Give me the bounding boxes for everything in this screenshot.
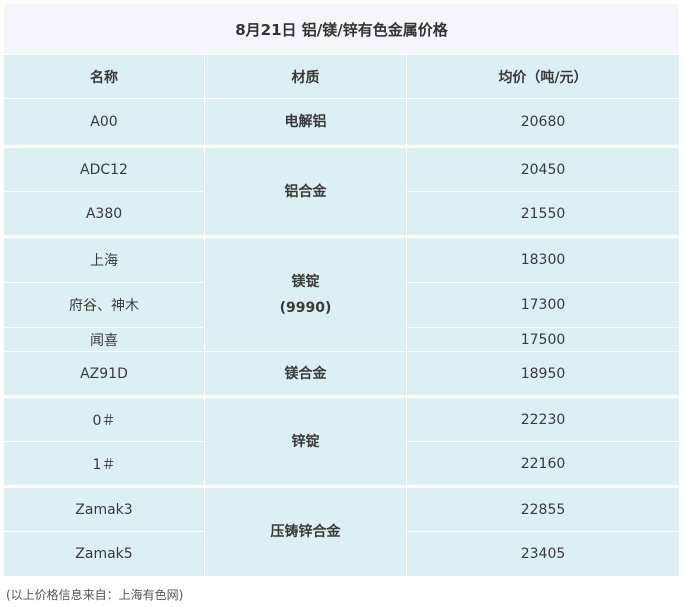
cell-name: 闻喜 xyxy=(3,327,205,352)
source-note: (以上价格信息来自：上海有色网) xyxy=(6,588,184,602)
cell-price: 21550 xyxy=(406,191,680,237)
cell-name: 0＃ xyxy=(3,395,205,442)
header-price: 均价（吨/元） xyxy=(406,54,680,99)
cell-name: 上海 xyxy=(3,235,205,283)
cell-name: 府谷、神木 xyxy=(3,282,205,328)
cell-material: 铝合金 xyxy=(204,145,407,237)
material-mg-ingot: 镁锭 xyxy=(291,273,320,290)
cell-material: 锌锭 xyxy=(204,395,407,487)
header-material: 材质 xyxy=(204,54,407,99)
cell-price: 22160 xyxy=(406,441,680,487)
cell-price: 22230 xyxy=(406,395,680,442)
cell-price: 17500 xyxy=(406,327,680,352)
cell-material: 镁锭 (9990) xyxy=(204,235,407,352)
cell-price: 18300 xyxy=(406,235,680,283)
header-name: 名称 xyxy=(3,54,205,99)
cell-name: A380 xyxy=(3,191,205,237)
cell-name: Zamak5 xyxy=(3,531,205,577)
cell-price: 20450 xyxy=(406,145,680,192)
cell-material: 电解铝 xyxy=(204,98,407,147)
material-mg-ingot-grade: (9990) xyxy=(279,299,332,316)
price-table: 8月21日 铝/镁/锌有色金属价格 名称 材质 均价（吨/元） A00 电解铝 … xyxy=(3,3,680,577)
cell-name: ADC12 xyxy=(3,145,205,192)
cell-price: 23405 xyxy=(406,531,680,577)
cell-price: 17300 xyxy=(406,282,680,328)
cell-name: A00 xyxy=(3,98,205,147)
cell-material: 压铸锌合金 xyxy=(204,485,407,577)
cell-material: 镁合金 xyxy=(204,351,407,397)
cell-name: Zamak3 xyxy=(3,485,205,532)
cell-name: AZ91D xyxy=(3,351,205,397)
table-title: 8月21日 铝/镁/锌有色金属价格 xyxy=(3,3,680,55)
cell-name: 1＃ xyxy=(3,441,205,487)
cell-price: 18950 xyxy=(406,351,680,397)
cell-price: 20680 xyxy=(406,98,680,147)
cell-price: 22855 xyxy=(406,485,680,532)
